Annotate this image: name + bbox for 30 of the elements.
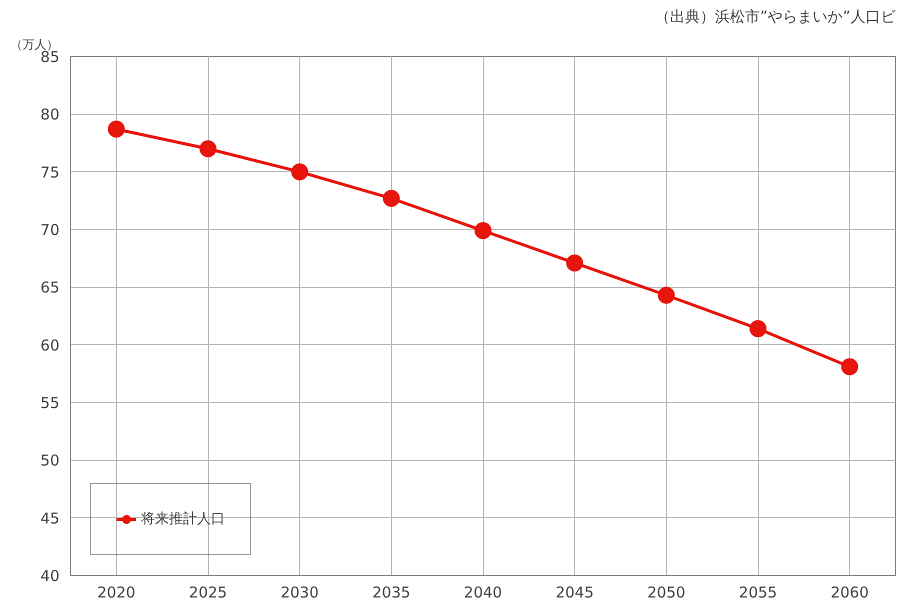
y-tick-label: 55 <box>40 394 60 412</box>
x-tick-label: 2040 <box>464 584 502 602</box>
point <box>108 120 125 138</box>
x-tick-label: 2035 <box>372 584 410 602</box>
y-tick-label: 60 <box>40 336 60 354</box>
point <box>750 320 766 338</box>
y-tick-label: 70 <box>40 221 60 239</box>
y-tick-label: 50 <box>40 452 60 470</box>
text: （出典）浜松市”やらまいか”人口ビ <box>654 8 896 26</box>
point <box>566 254 584 272</box>
point <box>382 190 400 207</box>
x-tick-label: 2055 <box>738 584 778 602</box>
y-axis-title: （万人） <box>10 38 58 52</box>
y-tick-label: 40 <box>40 567 60 585</box>
point <box>291 163 308 180</box>
x-tick-label: 2025 <box>188 584 228 602</box>
y-tick-label: 45 <box>40 509 60 528</box>
x-tick-label: 2050 <box>647 584 686 602</box>
point <box>658 286 675 304</box>
y-tick-label: 75 <box>40 163 60 182</box>
point <box>474 222 492 240</box>
point <box>200 140 216 158</box>
x-tick-label: 2020 <box>97 584 136 602</box>
y-tick-label: 65 <box>40 278 60 297</box>
legend-label: 将来推計人口 <box>141 510 225 528</box>
x-tick-label: 2045 <box>556 584 594 602</box>
x-tick-label: 2030 <box>280 584 319 602</box>
y-tick-label: 80 <box>40 106 60 124</box>
x-tick-label: 2060 <box>830 584 869 602</box>
point <box>841 358 858 376</box>
